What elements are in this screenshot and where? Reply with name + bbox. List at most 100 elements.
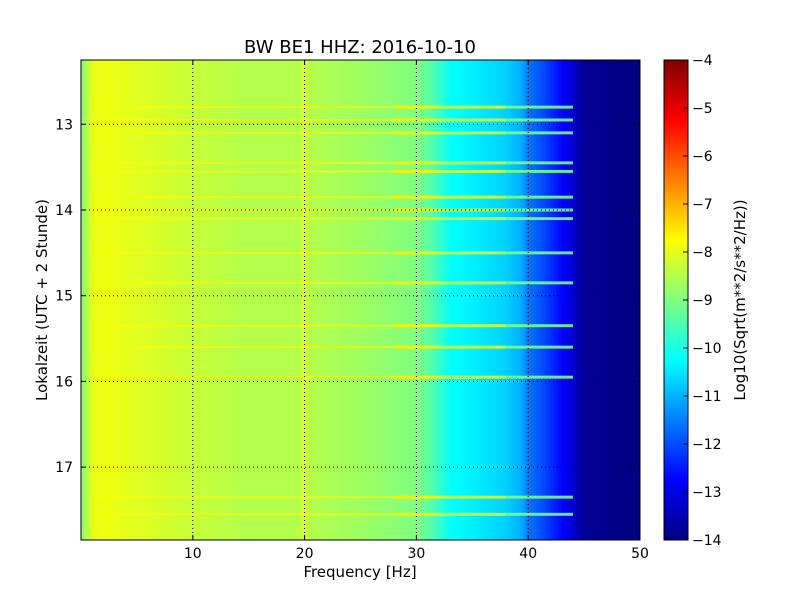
event-line-segment — [438, 105, 506, 109]
heatmap-column — [220, 60, 225, 540]
heatmap-column — [637, 60, 640, 540]
event-line-segment — [92, 196, 395, 199]
heatmap-column — [307, 60, 311, 540]
heatmap-column — [310, 60, 314, 540]
heatmap-column — [226, 60, 230, 540]
heatmap-column — [517, 60, 521, 540]
heatmap-column — [578, 60, 582, 540]
heatmap-column — [324, 60, 328, 540]
heatmap-column — [486, 60, 490, 540]
event-line-segment — [505, 512, 573, 516]
chart-title: BW BE1 HHZ: 2016-10-10 — [244, 37, 476, 58]
heatmap-column — [497, 60, 501, 540]
heatmap-column — [321, 60, 325, 540]
heatmap-column — [94, 60, 99, 540]
heatmap-column — [475, 60, 479, 540]
heatmap-column — [285, 60, 289, 540]
heatmap-column — [366, 60, 370, 540]
heatmap-column — [271, 60, 275, 540]
event-line-segment — [438, 208, 506, 212]
heatmap-column — [296, 60, 300, 540]
event-line-segment — [92, 251, 395, 254]
heatmap-column — [581, 60, 585, 540]
heatmap-column — [234, 60, 239, 540]
event-line-segment — [394, 217, 439, 221]
heatmap-column — [268, 60, 272, 540]
heatmap-column — [290, 60, 295, 540]
heatmap-column — [108, 60, 113, 540]
heatmap-column — [354, 60, 359, 540]
colorbar-tick-label: −9 — [692, 293, 713, 309]
heatmap-column — [600, 60, 605, 540]
event-line-segment — [92, 119, 395, 121]
event-line-segment — [438, 195, 506, 199]
heatmap-column — [617, 60, 622, 540]
heatmap-column — [533, 60, 538, 540]
event-line-segment — [505, 251, 573, 255]
heatmap-column — [117, 60, 121, 540]
heatmap-column — [201, 60, 205, 540]
heatmap-column — [164, 60, 169, 540]
heatmap-column — [570, 60, 574, 540]
event-line-segment — [394, 195, 439, 199]
event-line-segment — [92, 209, 395, 211]
heatmap-column — [139, 60, 144, 540]
heatmap-column — [273, 60, 278, 540]
heatmap-column — [472, 60, 476, 540]
colorbar-tick-label: −11 — [692, 389, 722, 405]
event-line-segment — [505, 375, 573, 379]
y-axis-label: Lokalzeit (UTC + 2 Stunde) — [33, 199, 51, 401]
heatmap-column — [128, 60, 132, 540]
heatmap-column — [111, 60, 116, 540]
event-line-segment — [394, 281, 439, 285]
heatmap-column — [195, 60, 199, 540]
colorbar-tick-label: −5 — [692, 101, 713, 117]
event-line-segment — [394, 161, 439, 165]
x-axis: 10 20 30 40 50 — [184, 60, 649, 562]
heatmap-column — [83, 60, 88, 540]
heatmap-column — [449, 60, 454, 540]
event-line-segment — [92, 217, 395, 220]
heatmap-column — [626, 60, 630, 540]
heatmap-column — [243, 60, 247, 540]
heatmap-column — [162, 60, 166, 540]
heatmap-column — [97, 60, 102, 540]
heatmap-column — [525, 60, 529, 540]
heatmap-column — [463, 60, 468, 540]
heatmap-column — [184, 60, 188, 540]
heatmap-column — [561, 60, 566, 540]
heatmap-column — [410, 60, 415, 540]
heatmap-column — [287, 60, 292, 540]
event-line-segment — [438, 281, 506, 285]
heatmap-column — [136, 60, 141, 540]
heatmap-column — [167, 60, 172, 540]
heatmap-column — [483, 60, 487, 540]
heatmap-column — [206, 60, 211, 540]
heatmap-column — [257, 60, 261, 540]
heatmap-column — [503, 60, 507, 540]
event-line-segment — [438, 495, 506, 499]
heatmap-column — [145, 60, 149, 540]
heatmap-column — [170, 60, 174, 540]
heatmap-column — [433, 60, 437, 540]
heatmap-column — [408, 60, 412, 540]
heatmap-column — [396, 60, 401, 540]
event-line-segment — [394, 324, 439, 328]
event-line-segment — [92, 324, 395, 327]
y-tick-label: 15 — [55, 289, 73, 305]
heatmap-column — [522, 60, 527, 540]
heatmap-column — [326, 60, 331, 540]
heatmap-column — [181, 60, 186, 540]
heatmap-column — [382, 60, 387, 540]
heatmap-column — [237, 60, 241, 540]
heatmap-column — [89, 60, 93, 540]
heatmap-column — [399, 60, 404, 540]
heatmap-column — [223, 60, 227, 540]
heatmap-column — [438, 60, 443, 540]
event-line-segment — [438, 169, 506, 173]
y-tick-label: 16 — [55, 374, 73, 390]
event-line-segment — [394, 105, 439, 109]
heatmap-column — [505, 60, 510, 540]
heatmap-column — [374, 60, 378, 540]
heatmap-column — [424, 60, 429, 540]
